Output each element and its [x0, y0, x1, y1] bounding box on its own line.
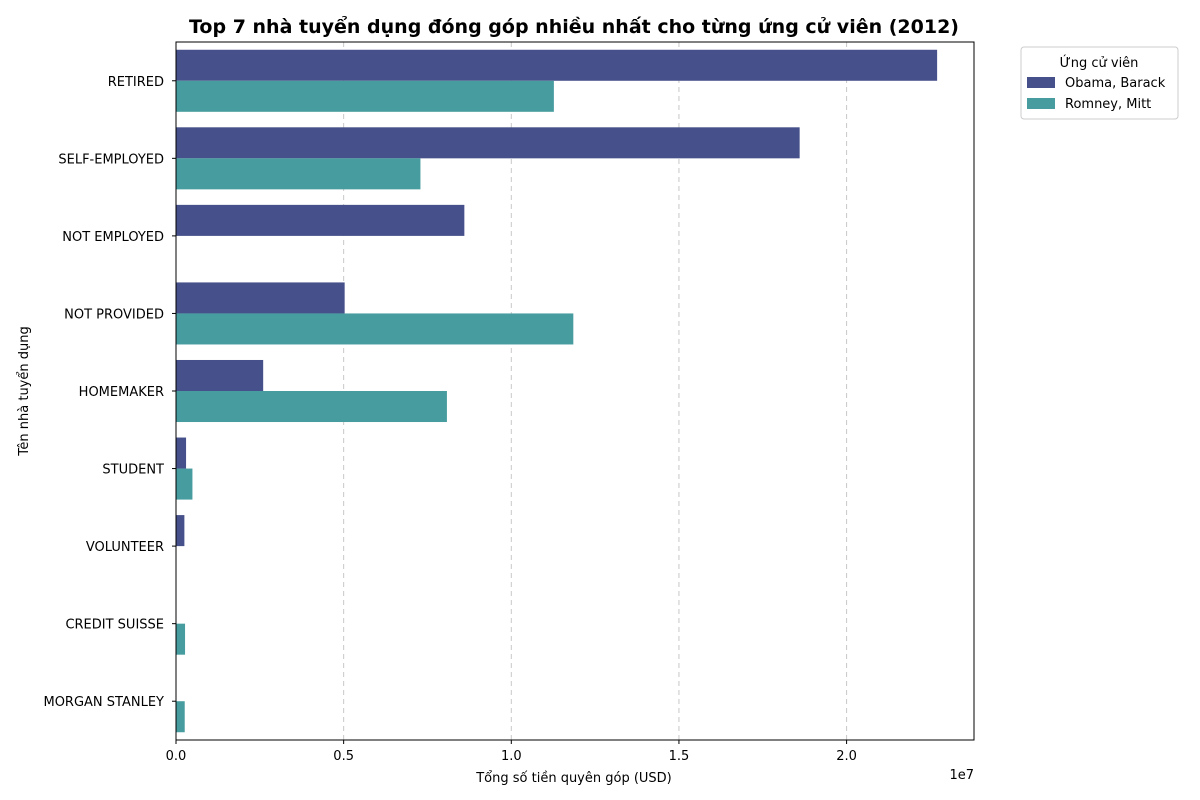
chart-title: Top 7 nhà tuyển dụng đóng góp nhiều nhất… — [189, 15, 959, 38]
bar-not-employed-obama — [176, 204, 465, 236]
y-tick-label: MORGAN STANLEY — [43, 695, 164, 710]
bar-self-employed-obama — [176, 127, 800, 159]
legend-swatch — [1027, 77, 1055, 88]
y-tick-label: SELF-EMPLOYED — [58, 152, 164, 167]
y-tick-label: RETIRED — [108, 75, 164, 90]
y-axis-label: Tên nhà tuyển dụng — [17, 326, 32, 456]
y-tick-label: HOMEMAKER — [79, 385, 164, 400]
y-tick-label: NOT PROVIDED — [64, 307, 164, 322]
x-axis-offset-label: 1e7 — [949, 768, 974, 783]
bar-credit-suisse-romney — [176, 623, 186, 655]
legend-box — [1020, 46, 1179, 120]
y-tick-label: STUDENT — [102, 463, 164, 478]
x-tick-label: 1.5 — [669, 749, 690, 764]
bar-not-provided-romney — [176, 313, 574, 345]
bar-volunteer-obama — [176, 515, 185, 547]
legend: Ứng cử viên Obama, Barack Romney, Mitt — [1020, 46, 1179, 120]
x-axis-ticks: 0.0 0.5 1.0 1.5 2.0 — [166, 740, 857, 764]
bar-student-romney — [176, 468, 193, 500]
legend-title: Ứng cử viên — [1060, 55, 1139, 71]
y-tick-label: NOT EMPLOYED — [62, 230, 164, 245]
x-axis-label: Tổng số tiền quyên góp (USD) — [475, 771, 672, 786]
x-tick-label: 0.5 — [333, 749, 354, 764]
bar-self-employed-romney — [176, 158, 421, 190]
x-tick-label: 1.0 — [501, 749, 522, 764]
bars — [176, 49, 938, 733]
legend-label: Romney, Mitt — [1065, 97, 1151, 112]
y-tick-label: VOLUNTEER — [86, 540, 164, 555]
legend-label: Obama, Barack — [1065, 76, 1166, 91]
bar-retired-obama — [176, 49, 938, 81]
bar-morgan-stanley-romney — [176, 701, 185, 733]
bar-retired-romney — [176, 80, 554, 112]
bar-student-obama — [176, 437, 187, 469]
bar-homemaker-obama — [176, 359, 264, 391]
x-tick-label: 2.0 — [836, 749, 857, 764]
bar-not-provided-obama — [176, 282, 345, 314]
bar-homemaker-romney — [176, 391, 447, 423]
legend-swatch — [1027, 98, 1055, 109]
y-axis-ticks: RETIRED SELF-EMPLOYED NOT EMPLOYED NOT PROV… — [43, 75, 176, 710]
y-tick-label: CREDIT SUISSE — [65, 618, 164, 633]
x-tick-label: 0.0 — [166, 749, 187, 764]
